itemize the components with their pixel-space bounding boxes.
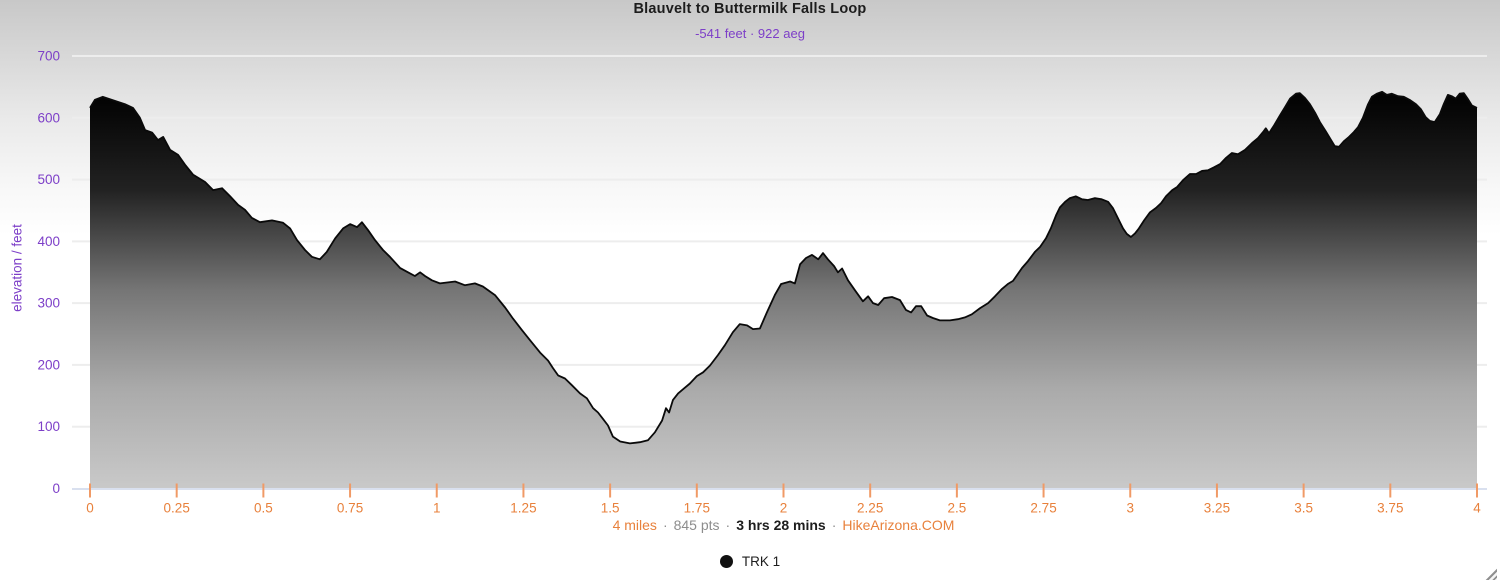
y-tick-label: 100 [37, 419, 60, 434]
x-tick-label: 2.75 [1030, 501, 1056, 516]
separator-dot: · [662, 517, 668, 533]
x-tick-label: 0.5 [254, 501, 273, 516]
y-tick-label: 300 [37, 296, 60, 311]
legend-marker-icon [719, 555, 733, 568]
separator-dot: · [725, 517, 731, 533]
x-tick-label: 1 [433, 501, 441, 516]
y-tick-label: 200 [37, 357, 60, 372]
stat-points: 845 pts [673, 517, 720, 533]
y-tick-label: 700 [37, 49, 60, 64]
x-tick-label: 3.5 [1294, 501, 1313, 516]
x-tick-label: 0.25 [164, 501, 190, 516]
x-tick-label: 2.25 [857, 501, 883, 516]
stat-duration: 3 hrs 28 mins [736, 517, 826, 533]
elevation-area [90, 91, 1477, 489]
x-tick-label: 0.75 [337, 501, 363, 516]
chart-title: Blauvelt to Buttermilk Falls Loop [633, 1, 867, 17]
track-stats-line: 4 miles · 845 pts · 3 hrs 28 mins · HikeArizon… [90, 517, 1477, 533]
x-tick-label: 3 [1126, 501, 1134, 516]
x-tick-label: 3.75 [1377, 501, 1403, 516]
legend-item-label: TRK 1 [741, 554, 781, 569]
separator-dot: · [831, 517, 837, 533]
x-tick-label: 0 [86, 501, 94, 516]
stat-distance: 4 miles [612, 517, 657, 533]
elevation-chart-canvas: 0 0.25 0.5 0.75 1 1.25 1.5 1.75 2 2.25 2.5 2.75 3 3.2… [37, 49, 1487, 516]
x-tick-label: 1.25 [510, 501, 536, 516]
y-tick-label: 0 [52, 481, 60, 496]
elevation-line [89, 90, 1478, 445]
chart-subtitle: -541 feet · 922 aeg [695, 26, 805, 41]
x-tick-label: 2 [780, 501, 788, 516]
y-tick-label: 400 [37, 234, 60, 249]
x-tick-label: 4 [1473, 501, 1481, 516]
legend-item-trk1[interactable]: TRK 1 [719, 554, 781, 569]
x-tick-label: 2.5 [947, 501, 966, 516]
x-tick-label: 3.25 [1204, 501, 1230, 516]
legend: TRK 1 [0, 554, 1500, 573]
x-tick-label: 1.75 [684, 501, 710, 516]
y-tick-label: 500 [37, 172, 60, 187]
x-tick-label: 1.5 [601, 501, 620, 516]
y-tick-label: 600 [37, 110, 60, 125]
site-link[interactable]: HikeArizona.COM [842, 517, 955, 533]
